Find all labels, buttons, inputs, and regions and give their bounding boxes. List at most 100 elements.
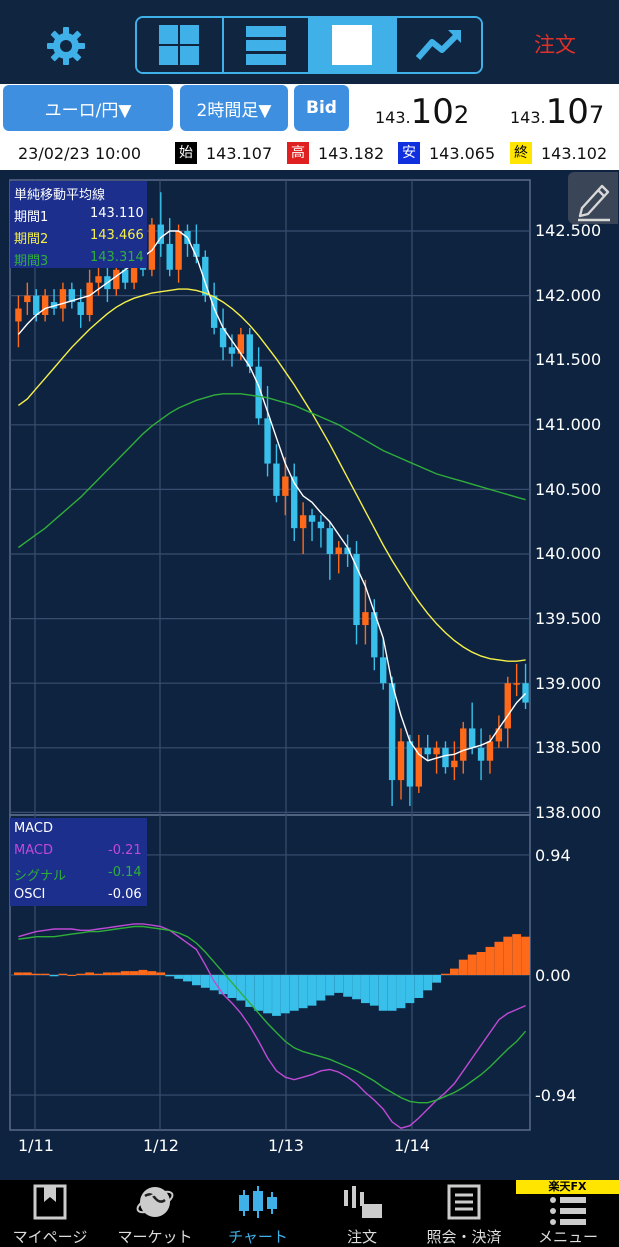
bottom-nav: [0, 1180, 619, 1240]
candle-body: [15, 308, 22, 322]
osci-bar: [156, 972, 166, 975]
layout-rows-button[interactable]: [223, 18, 310, 72]
candle-body: [228, 347, 236, 354]
rows-icon: [245, 26, 286, 65]
osci-bar: [263, 975, 272, 1014]
candle-body: [273, 463, 280, 496]
candle-body: [210, 295, 218, 328]
osci-bar: [58, 973, 68, 975]
candle-body: [113, 269, 120, 290]
osci-bar: [14, 972, 23, 975]
macd-legend: MACD MACD -0.21 シグナル -0.14 OSCI -0.06: [10, 818, 147, 906]
osci-bar: [218, 975, 228, 995]
candle-body: [308, 515, 316, 522]
ohlc-row: 23/02/23 10:00 始 143.107 高 143.182 安 143…: [0, 138, 619, 170]
candle-body: [495, 728, 503, 742]
candle-body: [166, 243, 173, 270]
nav-inquiry[interactable]: 照会・決済: [404, 1180, 524, 1246]
candle-body: [388, 683, 396, 781]
candle-body: [433, 747, 440, 755]
sma-p3-label: 期間3: [14, 254, 49, 269]
sma-legend-title: 単純移動平均線: [14, 188, 106, 203]
osci-bar: [325, 975, 335, 996]
price-tick: 138.000: [535, 803, 602, 822]
order-button[interactable]: 注文: [534, 33, 576, 57]
bid-price-tail: 2: [453, 101, 470, 129]
osci-bar: [227, 975, 237, 998]
date-tick: 1/13: [268, 1136, 304, 1155]
candle-body: [522, 683, 529, 703]
sma-line-3: [17, 393, 526, 549]
price-tick: 140.000: [535, 544, 602, 563]
sma-legend: 単純移動平均線 期間1 143.110 期間2 143.466 期間3 143.…: [10, 181, 147, 269]
price-panel-border: [9, 179, 531, 816]
currency-pair-select[interactable]: ユーロ/円▼: [3, 85, 173, 131]
ohlc-datetime: 23/02/23 10:00: [18, 144, 142, 163]
osci-bar: [165, 975, 175, 977]
osci-label: OSCI: [14, 887, 46, 902]
menu-list-icon: [550, 1197, 586, 1225]
candle-body: [77, 302, 84, 315]
candle-body: [219, 327, 227, 348]
osci-bar: [94, 973, 103, 975]
price-tick: 141.000: [535, 415, 602, 434]
price-tick: 138.500: [535, 738, 602, 757]
candle-body: [122, 269, 129, 283]
osci-bar: [476, 952, 486, 975]
osci-bar: [111, 972, 121, 975]
timeframe-select[interactable]: 2時間足▼: [180, 85, 288, 131]
candle-body: [264, 418, 271, 464]
osci-bar: [378, 975, 388, 1011]
osci-bar: [40, 973, 50, 975]
bid-ask-toggle[interactable]: Bid: [294, 85, 349, 131]
layout-single-button[interactable]: [310, 18, 397, 72]
macd-tick: 0.00: [535, 966, 571, 985]
osci-bar: [432, 975, 441, 983]
candle-body: [451, 760, 458, 768]
candle-body: [59, 289, 67, 309]
low-value: 143.065: [429, 144, 496, 163]
candle-body: [468, 728, 476, 748]
sma-p1-label: 期間1: [14, 210, 49, 225]
osci-bar: [103, 972, 112, 975]
macd-tick: 0.94: [535, 846, 571, 865]
price-tick: 142.500: [535, 221, 602, 240]
candle-body: [255, 366, 262, 419]
candle-body: [157, 224, 164, 244]
macd-line: [18, 923, 526, 1129]
nav-mypage[interactable]: マイページ: [0, 1180, 110, 1246]
macd-tick: -0.94: [535, 1086, 577, 1105]
osci-bar: [22, 972, 32, 975]
gear-icon[interactable]: [44, 24, 88, 68]
layout-quad-button[interactable]: [137, 18, 224, 72]
draw-tool-button[interactable]: [568, 172, 618, 224]
osci-bar: [245, 975, 255, 1007]
layout-trend-button[interactable]: [396, 18, 481, 72]
date-tick: 1/11: [18, 1136, 54, 1155]
sma-line-2: [17, 288, 526, 662]
candle-body: [335, 547, 342, 554]
candle-body: [460, 728, 467, 761]
close-value: 143.102: [541, 144, 608, 163]
document-list-icon: [447, 1184, 481, 1220]
open-value: 143.107: [206, 144, 273, 163]
price-tick: 142.000: [535, 286, 602, 305]
candle-body: [282, 476, 289, 496]
osci-bar: [183, 975, 192, 982]
nav-market[interactable]: マーケット: [95, 1180, 215, 1246]
pencil-icon: [578, 184, 610, 222]
price-tick: 139.500: [535, 609, 602, 628]
date-tick: 1/14: [394, 1136, 430, 1155]
osci-bar: [458, 959, 468, 975]
low-tag: 安: [398, 142, 420, 164]
nav-label: 照会・決済: [426, 1228, 502, 1246]
candle-body: [24, 295, 31, 303]
chart-area[interactable]: [0, 170, 619, 1180]
nav-chart[interactable]: チャート: [198, 1180, 318, 1246]
candle-body: [477, 747, 485, 761]
candle-body: [148, 224, 156, 270]
macd-legend-title: MACD: [14, 821, 53, 836]
osci-bar: [307, 975, 317, 1006]
high-value: 143.182: [318, 144, 385, 163]
nav-label: チャート: [228, 1228, 288, 1246]
